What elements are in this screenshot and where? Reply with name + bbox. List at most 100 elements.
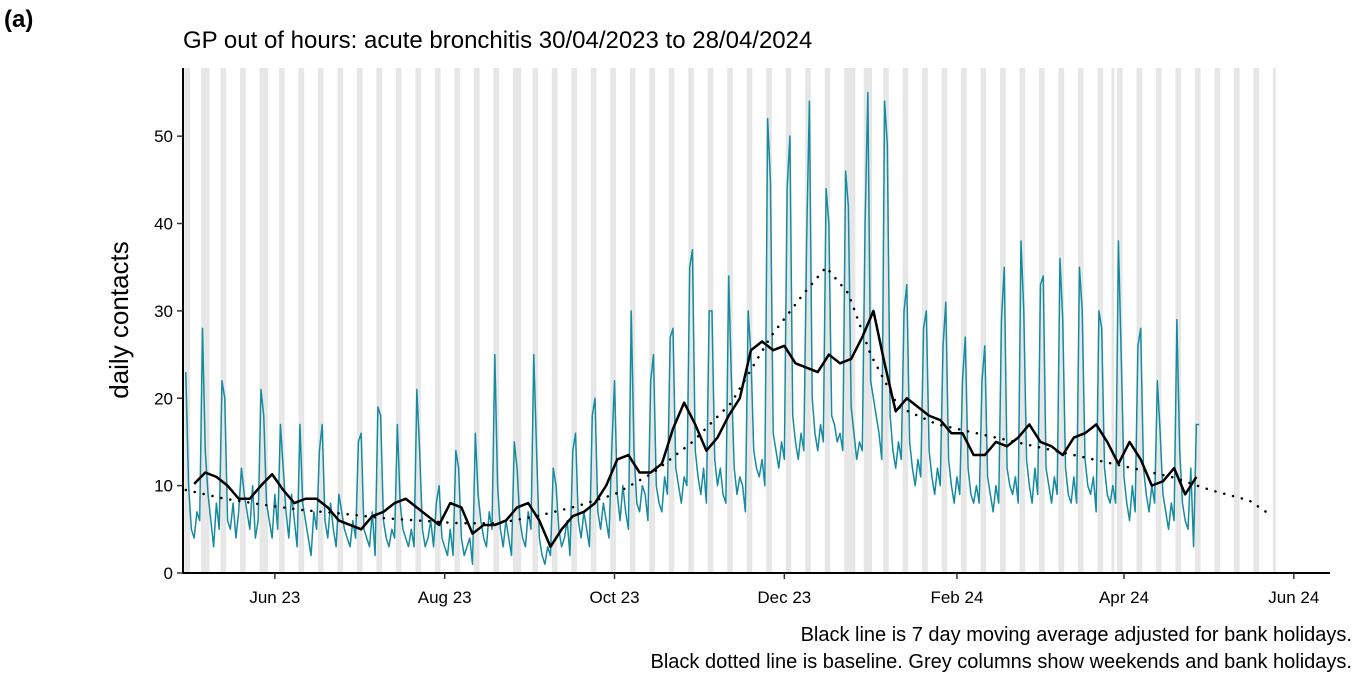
panel-label: (a) (4, 6, 33, 33)
shaded-day (1217, 68, 1221, 573)
y-tick-label: 20 (154, 389, 173, 408)
shaded-day (610, 68, 614, 573)
shaded-day (652, 68, 655, 573)
shaded-day (1119, 68, 1123, 573)
shaded-day (359, 68, 363, 573)
shaded-day (574, 68, 577, 573)
shaded-day (785, 68, 789, 573)
shaded-day (206, 68, 210, 573)
x-tick-label: Apr 24 (1099, 588, 1149, 607)
shaded-day (846, 68, 850, 573)
shaded-day (184, 68, 188, 573)
shaded-day (1197, 68, 1201, 573)
shaded-day (551, 68, 555, 573)
shaded-day (766, 68, 770, 573)
shaded-day (1139, 68, 1143, 573)
shaded-day (535, 68, 538, 573)
shaded-day (340, 68, 344, 573)
shaded-day (632, 68, 636, 573)
shaded-day (613, 68, 616, 573)
shaded-day (1100, 68, 1104, 573)
baseline-line (184, 265, 1268, 525)
shaded-day (980, 68, 984, 573)
y-tick-label: 30 (154, 302, 173, 321)
shaded-day (1158, 68, 1162, 573)
shaded-day (281, 68, 285, 573)
shaded-day (187, 68, 190, 573)
y-axis-label: daily contacts (104, 241, 134, 399)
shaded-day (398, 68, 402, 573)
shaded-day (457, 68, 461, 573)
shaded-day (395, 68, 399, 573)
shaded-day (1111, 68, 1115, 573)
x-tick-label: Dec 23 (757, 588, 811, 607)
shaded-day (885, 68, 889, 573)
shaded-day (649, 68, 653, 573)
shaded-day (668, 68, 672, 573)
shaded-day (788, 68, 792, 573)
shaded-day (265, 68, 268, 573)
shaded-day (279, 68, 282, 573)
shaded-day (963, 68, 967, 573)
data-line (193, 309, 1198, 549)
shaded-day (318, 68, 321, 573)
shaded-day (301, 68, 305, 573)
shaded-day (298, 68, 302, 573)
shaded-day (769, 68, 772, 573)
x-tick-label: Jun 23 (249, 588, 300, 607)
shaded-day (590, 68, 594, 573)
shaded-day (493, 68, 497, 573)
shaded-day (259, 68, 263, 573)
shaded-day (1236, 68, 1240, 573)
shaded-day (808, 68, 811, 573)
shaded-day (961, 68, 964, 573)
chart-title: GP out of hours: acute bronchitis 30/04/… (183, 27, 812, 54)
shaded-day (1178, 68, 1182, 573)
shaded-day (518, 68, 522, 573)
shaded-day (691, 68, 694, 573)
shaded-day (1136, 68, 1140, 573)
shaded-day (262, 68, 266, 573)
shaded-day (844, 68, 847, 573)
shaded-day (515, 68, 519, 573)
shaded-day (1253, 68, 1257, 573)
shaded-day (852, 68, 856, 573)
y-tick-label: 50 (154, 127, 173, 146)
shaded-day (1194, 68, 1198, 573)
shaded-day (223, 68, 227, 573)
x-tick-label: Feb 24 (930, 588, 983, 607)
shaded-day (496, 68, 499, 573)
shaded-day (824, 68, 828, 573)
shaded-day (571, 68, 575, 573)
shaded-day (1214, 68, 1218, 573)
shaded-day (337, 68, 341, 573)
shaded-day (473, 68, 477, 573)
shaded-day (434, 68, 438, 573)
shaded-day (922, 68, 925, 573)
shaded-day (827, 68, 831, 573)
shaded-day (476, 68, 480, 573)
shaded-day (1256, 68, 1260, 573)
shaded-day (454, 68, 458, 573)
shaded-day (1233, 68, 1237, 573)
footnote: Black line is 7 day moving average adjus… (801, 624, 1352, 646)
shaded-day (242, 68, 246, 573)
shaded-day (320, 68, 324, 573)
shaded-day (220, 68, 224, 573)
shaded-day (866, 68, 870, 573)
y-tick-label: 10 (154, 477, 173, 496)
shaded-day (1019, 68, 1023, 573)
shaded-day (1117, 68, 1120, 573)
shaded-day (554, 68, 558, 573)
shaded-day (437, 68, 441, 573)
shaded-day (1272, 68, 1276, 573)
shaded-day (203, 68, 207, 573)
shaded-day (356, 68, 360, 573)
shaded-day (671, 68, 675, 573)
shaded-day (730, 68, 733, 573)
y-tick-label: 0 (164, 564, 173, 583)
shaded-day (749, 68, 753, 573)
shaded-day (376, 68, 380, 573)
shaded-day (1156, 68, 1159, 573)
